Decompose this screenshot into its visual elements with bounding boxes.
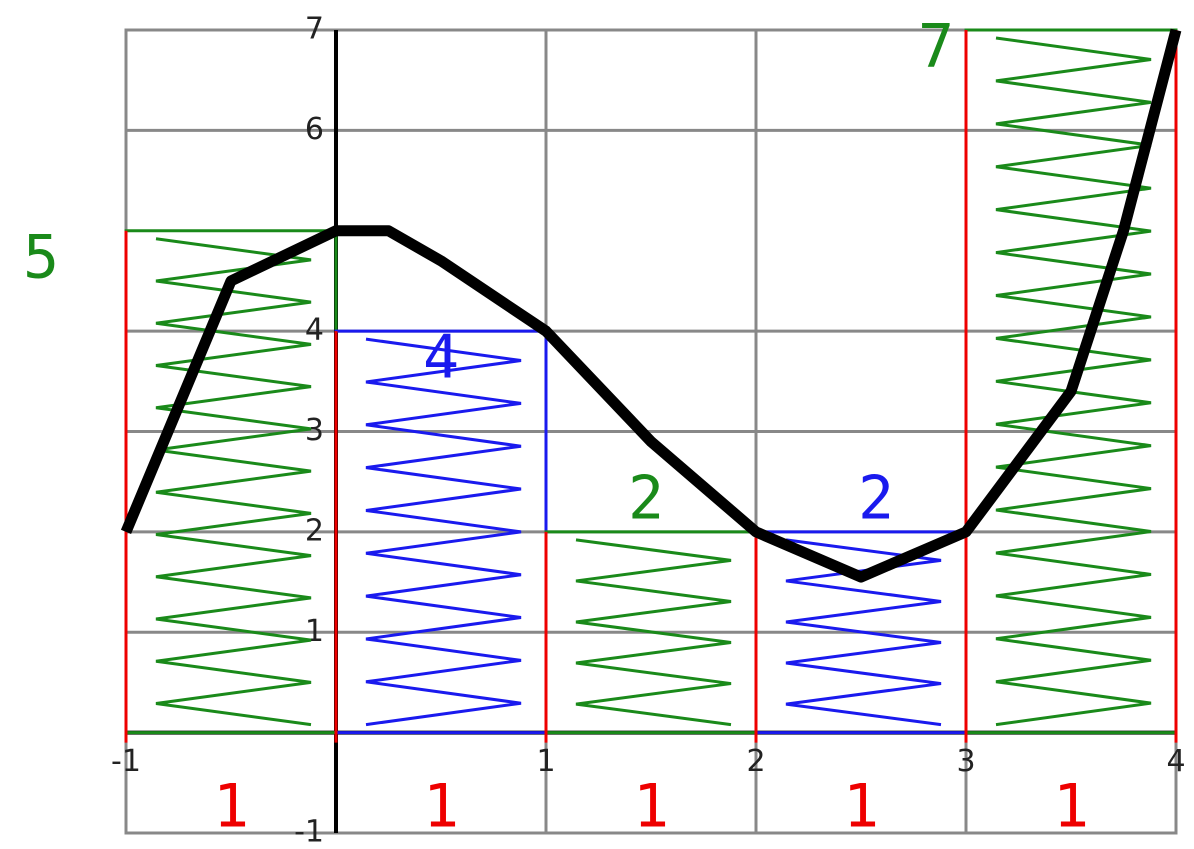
width-label: 1 [1053,772,1089,842]
y-tick-label: -1 [294,815,324,849]
x-tick-label: 2 [746,744,765,779]
width-label: 1 [633,772,669,842]
curve [120,28,1182,583]
scribble [995,36,1152,727]
y-tick-label: 6 [305,112,324,147]
x-tick-label: 1 [536,744,555,779]
width-label: 1 [843,772,879,842]
height-label: 2 [858,463,894,533]
height-label: 4 [423,323,459,393]
scribble [575,538,732,727]
y-tick-label: 4 [305,313,324,348]
x-tick-label: 4 [1166,744,1185,779]
height-label: 2 [628,463,664,533]
x-tick-label: -1 [111,744,141,779]
scribble [155,237,312,727]
width-label: 1 [213,772,249,842]
y-tick-label: 1 [305,614,324,649]
y-tick-label: 2 [305,513,324,548]
width-label: 1 [423,772,459,842]
scribble [365,337,522,727]
y-tick-label: 7 [305,12,324,47]
y-tick-label: 3 [305,413,324,448]
x-tick-label: 3 [956,744,975,779]
height-label: 5 [23,222,59,292]
height-label: 7 [918,12,954,82]
